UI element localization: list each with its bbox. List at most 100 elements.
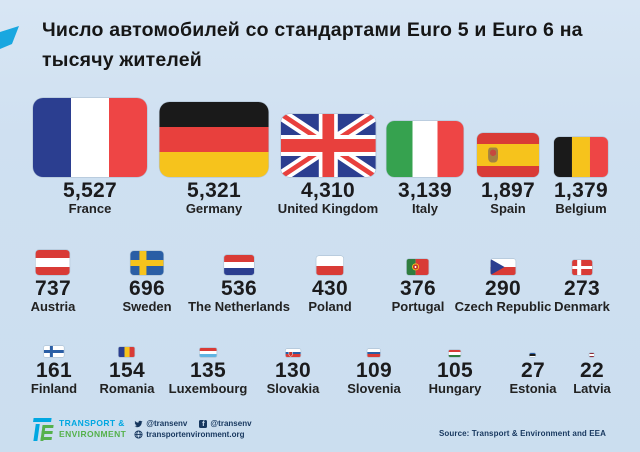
flag-box <box>477 98 539 177</box>
flag-poland <box>316 256 344 275</box>
flag-box <box>554 98 608 177</box>
country-item-czech-republic: 290 Czech Republic <box>454 250 552 314</box>
country-item-luxembourg: 135 Luxembourg <box>168 345 248 396</box>
country-name: Estonia <box>509 381 557 396</box>
flag-austria <box>35 250 70 275</box>
accent-parallelogram <box>0 26 19 49</box>
flag-box <box>159 98 269 177</box>
country-name: Portugal <box>391 299 445 314</box>
country-name: United Kingdom <box>277 201 379 216</box>
flag-box <box>367 345 381 357</box>
flag-slovenia <box>367 349 381 357</box>
country-item-belgium: 1,379 Belgium <box>554 98 608 216</box>
country-name: Belgium <box>555 201 607 216</box>
flag-box <box>406 250 429 275</box>
flag-germany <box>159 102 269 177</box>
country-item-the-netherlands: 536 The Netherlands <box>188 250 290 314</box>
country-name: Austria <box>30 299 76 314</box>
flag-box <box>490 250 516 275</box>
country-item-slovenia: 109 Slovenia <box>347 345 401 396</box>
facebook-handle: @transenv <box>210 419 252 428</box>
flag-box <box>35 250 70 275</box>
country-item-denmark: 273 Denmark <box>554 250 610 314</box>
flag-united-kingdom <box>280 114 376 177</box>
country-item-estonia: 27 Estonia <box>509 345 557 396</box>
flag-box <box>44 345 64 357</box>
country-value: 135 <box>190 359 226 382</box>
flag-france <box>33 98 147 177</box>
country-name: Romania <box>99 381 155 396</box>
flag-box <box>119 345 135 357</box>
country-value: 161 <box>36 359 72 382</box>
country-name: Finland <box>30 381 78 396</box>
page-title: Число автомобилей со стандартами Euro 5 … <box>42 15 583 75</box>
title-line-2: тысячу жителей <box>42 49 202 71</box>
flag-hungary <box>448 350 461 357</box>
flag-sweden <box>130 251 164 275</box>
country-value: 290 <box>485 277 521 300</box>
flag-box <box>316 250 344 275</box>
country-value: 154 <box>109 359 145 382</box>
footer: TRANSPORT & ENVIRONMENT @transenv @trans… <box>32 418 252 441</box>
logo-line-2: ENVIRONMENT <box>59 428 127 439</box>
country-value: 22 <box>580 359 604 382</box>
country-value: 737 <box>35 277 71 300</box>
country-value: 536 <box>221 277 257 300</box>
flag-box <box>130 250 164 275</box>
source-attribution: Source: Transport & Environment and EEA <box>438 429 606 438</box>
country-value: 273 <box>564 277 600 300</box>
country-item-italy: 3,139 Italy <box>386 98 464 216</box>
flag-finland <box>44 346 64 357</box>
country-name: Latvia <box>573 381 611 396</box>
country-item-slovakia: 130 Slovakia <box>266 345 320 396</box>
flag-czech-republic <box>490 259 516 275</box>
country-item-romania: 154 Romania <box>99 345 155 396</box>
website-url: transportenvironment.org <box>146 430 245 439</box>
flag-box <box>571 250 592 275</box>
flag-estonia <box>530 353 536 357</box>
country-value: 105 <box>437 359 473 382</box>
flag-slovakia <box>285 349 301 357</box>
country-value: 27 <box>521 359 545 382</box>
country-name: Czech Republic <box>454 299 552 314</box>
flag-box <box>530 345 536 357</box>
country-value: 3,139 <box>397 179 453 202</box>
globe-icon <box>134 430 143 439</box>
logo-line-1: TRANSPORT & <box>59 418 125 428</box>
country-name: Luxembourg <box>168 381 248 396</box>
country-name: Denmark <box>554 299 610 314</box>
country-value: 5,321 <box>186 179 242 202</box>
country-name: Slovakia <box>266 381 320 396</box>
country-value: 430 <box>312 277 348 300</box>
country-item-france: 5,527 France <box>33 98 147 216</box>
flag-box <box>386 98 464 177</box>
flag-romania <box>119 347 135 357</box>
country-item-spain: 1,897 Spain <box>477 98 539 216</box>
flag-box <box>280 98 376 177</box>
country-value: 1,897 <box>480 179 536 202</box>
flag-luxembourg <box>199 348 217 357</box>
title-line-1: Число автомобилей со стандартами Euro 5 … <box>42 19 583 41</box>
country-name: Italy <box>411 201 438 216</box>
country-item-united-kingdom: 4,310 United Kingdom <box>278 98 378 216</box>
flag-spain <box>477 133 539 177</box>
country-name: The Netherlands <box>188 299 290 314</box>
country-name: Hungary <box>428 381 482 396</box>
country-value: 5,527 <box>62 179 118 202</box>
country-item-poland: 430 Poland <box>308 250 352 314</box>
country-name: Spain <box>490 201 526 216</box>
flag-box <box>199 345 217 357</box>
flag-belgium <box>554 137 608 177</box>
flag-latvia <box>589 353 595 357</box>
country-name: Sweden <box>122 299 172 314</box>
country-name: Poland <box>308 299 352 314</box>
country-item-hungary: 105 Hungary <box>428 345 482 396</box>
transport-environment-logo-icon <box>30 418 55 441</box>
facebook-icon <box>199 419 208 428</box>
logo-text: TRANSPORT & ENVIRONMENT <box>59 418 126 439</box>
country-name: Slovenia <box>347 381 401 396</box>
flag-portugal <box>406 259 429 275</box>
flag-denmark <box>571 260 592 275</box>
country-item-finland: 161 Finland <box>31 345 77 396</box>
